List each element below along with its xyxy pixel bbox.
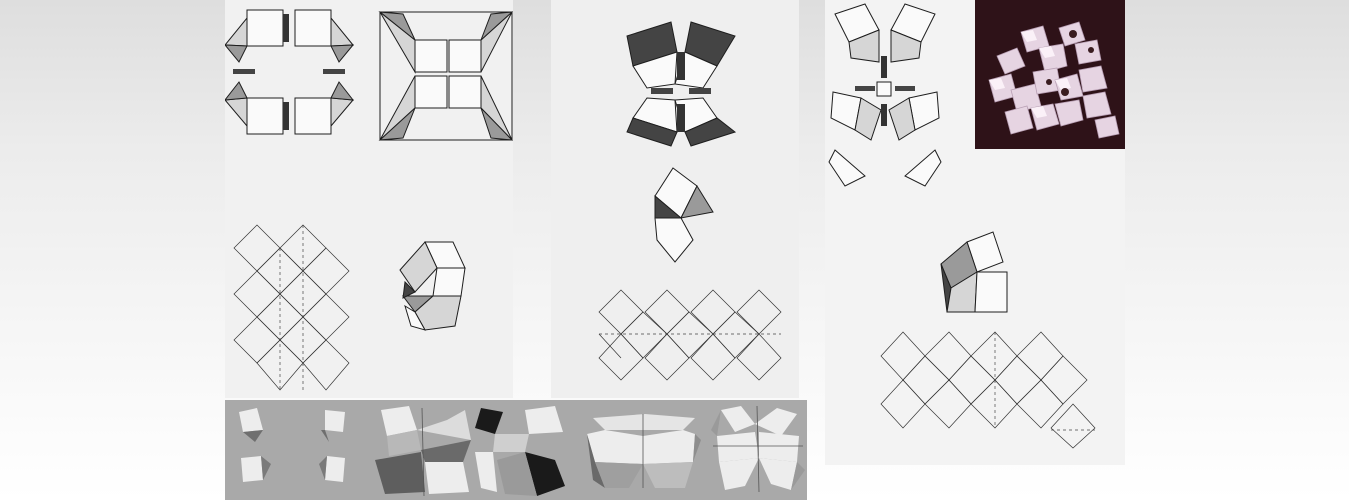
cube-modules-photo — [975, 0, 1125, 149]
sheet-1-artwork — [225, 0, 513, 398]
sheet-2-artwork — [551, 0, 799, 398]
render-sequence-strip — [225, 400, 807, 500]
folded-cube-pair — [941, 232, 1007, 312]
cube-net-diagram — [234, 225, 349, 390]
cube-cluster-a — [225, 10, 353, 134]
cube-net-diagram — [599, 290, 781, 380]
photo-artwork — [975, 0, 1125, 149]
pinwheel-cube-shape — [655, 168, 713, 262]
butterfly-cube-cluster — [627, 22, 735, 146]
cube-cluster-b — [380, 12, 512, 140]
cube-net-diagram — [881, 332, 1095, 448]
drawing-sheet-1 — [225, 0, 513, 398]
butterfly-cube-cluster — [829, 4, 941, 186]
drawing-sheet-2 — [551, 0, 799, 398]
folded-cube-pair — [400, 242, 465, 330]
strip-artwork — [225, 400, 807, 500]
